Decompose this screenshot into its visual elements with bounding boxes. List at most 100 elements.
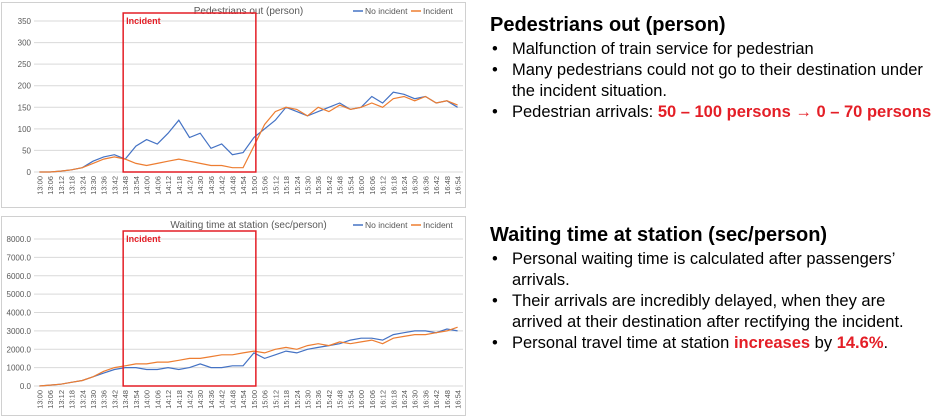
pedestrians-out-panel: Pedestrians out (person) Malfunction of … xyxy=(490,14,935,123)
x-tick-label: 16:18 xyxy=(389,176,398,195)
x-tick-label: 13:18 xyxy=(68,176,77,195)
x-tick-label: 14:12 xyxy=(164,176,173,195)
x-tick-label: 16:54 xyxy=(454,390,463,409)
x-tick-label: 15:36 xyxy=(314,176,323,195)
increase-prefix: Personal travel time at station xyxy=(512,334,734,352)
bullet-arrivals: Pedestrian arrivals: 50 – 100 persons → … xyxy=(490,102,935,123)
x-tick-label: 14:30 xyxy=(196,390,205,409)
y-tick-label: 2000.0 xyxy=(7,345,32,354)
x-tick-label: 14:54 xyxy=(239,176,248,195)
x-tick-label: 16:48 xyxy=(443,390,452,409)
x-tick-label: 16:06 xyxy=(368,176,377,195)
waiting-time-bullets: Personal waiting time is calculated afte… xyxy=(490,249,935,354)
y-tick-label: 1000.0 xyxy=(7,364,32,373)
bullet-malfunction: Malfunction of train service for pedestr… xyxy=(490,39,935,60)
legend-label-incident: Incident xyxy=(423,6,453,16)
x-tick-label: 13:24 xyxy=(78,390,87,409)
x-tick-label: 13:48 xyxy=(121,390,130,409)
legend-label-no-incident: No incident xyxy=(365,6,408,16)
waiting-time-panel: Waiting time at station (sec/person) Per… xyxy=(490,224,935,354)
incident-label: Incident xyxy=(126,234,161,244)
chart-title: Pedestrians out (person) xyxy=(194,6,304,17)
increase-mid: by xyxy=(810,334,837,352)
x-tick-label: 13:36 xyxy=(100,390,109,409)
x-tick-label: 15:00 xyxy=(250,390,259,409)
x-tick-label: 14:48 xyxy=(228,390,237,409)
pedestrians-out-chart-svg: Pedestrians out (person) 0 50 100 150 200 250 3… xyxy=(18,6,463,195)
y-tick-label: 0 xyxy=(27,168,32,177)
x-tick-label: 15:00 xyxy=(250,176,259,195)
x-tick-label: 16:06 xyxy=(368,390,377,409)
bullet-calculated: Personal waiting time is calculated afte… xyxy=(490,249,935,291)
arrivals-prefix: Pedestrian arrivals: xyxy=(512,103,658,121)
chart-title: Waiting time at station (sec/person) xyxy=(170,220,326,231)
x-tick-label: 13:18 xyxy=(68,390,77,409)
x-tick-label: 15:54 xyxy=(346,390,355,409)
x-tick-label: 14:42 xyxy=(218,176,227,195)
x-tick-label: 14:24 xyxy=(186,176,195,195)
x-tick-label: 14:36 xyxy=(207,176,216,195)
y-tick-label: 50 xyxy=(22,146,31,155)
x-tick-label: 14:06 xyxy=(153,390,162,409)
x-tick-label: 16:54 xyxy=(454,176,463,195)
x-tick-label: 15:42 xyxy=(325,176,334,195)
x-tick-label: 13:06 xyxy=(46,390,55,409)
x-tick-label: 15:48 xyxy=(336,176,345,195)
x-tick-label: 16:24 xyxy=(400,176,409,195)
bullet-increase: Personal travel time at station increase… xyxy=(490,333,935,354)
x-tick-label: 13:12 xyxy=(57,390,66,409)
x-tick-label: 16:30 xyxy=(411,390,420,409)
series-line-incident xyxy=(39,326,458,387)
x-tick-label: 13:00 xyxy=(35,390,44,409)
increase-highlight-word: increases xyxy=(733,334,811,352)
x-tick-label: 15:48 xyxy=(336,390,345,409)
x-tick-label: 15:54 xyxy=(346,176,355,195)
bullet-destination: Many pedestrians could not go to their d… xyxy=(490,60,935,102)
x-tick-label: 15:12 xyxy=(271,176,280,195)
legend-label-no-incident: No incident xyxy=(365,220,408,230)
x-tick-label: 13:24 xyxy=(78,176,87,195)
x-tick-label: 13:54 xyxy=(132,176,141,195)
increase-suffix: . xyxy=(883,334,889,352)
pedestrians-out-heading: Pedestrians out (person) xyxy=(490,14,726,36)
x-tick-label: 14:00 xyxy=(143,390,152,409)
bullet-delayed: Their arrivals are incredibly delayed, w… xyxy=(490,291,935,333)
x-tick-label: 13:48 xyxy=(121,176,130,195)
x-tick-label: 16:12 xyxy=(379,390,388,409)
x-tick-label: 13:42 xyxy=(110,390,119,409)
y-tick-label: 200 xyxy=(18,82,32,91)
pedestrians-out-chart: Pedestrians out (person) 0 50 100 150 200 250 3… xyxy=(1,2,466,208)
x-tick-label: 15:06 xyxy=(261,390,270,409)
y-tick-label: 4000.0 xyxy=(7,309,32,318)
x-tick-label: 14:18 xyxy=(175,176,184,195)
waiting-time-heading: Waiting time at station (sec/person) xyxy=(490,224,828,246)
x-tick-label: 13:30 xyxy=(89,176,98,195)
increase-highlight-percent: 14.6% xyxy=(836,334,884,352)
series-line-incident xyxy=(39,95,458,173)
x-tick-label: 15:12 xyxy=(271,390,280,409)
x-tick-label: 14:36 xyxy=(207,390,216,409)
x-tick-label: 15:06 xyxy=(261,176,270,195)
x-tick-label: 16:00 xyxy=(357,176,366,195)
y-tick-label: 6000.0 xyxy=(7,272,32,281)
y-tick-label: 350 xyxy=(18,17,32,26)
x-tick-label: 16:24 xyxy=(400,390,409,409)
x-tick-label: 16:00 xyxy=(357,390,366,409)
x-tick-label: 13:06 xyxy=(46,176,55,195)
y-tick-label: 300 xyxy=(18,39,32,48)
x-tick-label: 14:06 xyxy=(153,176,162,195)
x-tick-label: 16:42 xyxy=(432,176,441,195)
y-tick-label: 0.0 xyxy=(20,382,32,391)
x-tick-label: 13:36 xyxy=(100,176,109,195)
waiting-time-chart: Waiting time at station (sec/person) 0.0 1… xyxy=(1,216,466,416)
pedestrians-out-bullets: Malfunction of train service for pedestr… xyxy=(490,39,935,123)
x-tick-label: 16:48 xyxy=(443,176,452,195)
x-tick-label: 15:24 xyxy=(293,176,302,195)
x-tick-label: 13:54 xyxy=(132,390,141,409)
x-tick-label: 13:00 xyxy=(35,176,44,195)
x-tick-label: 15:18 xyxy=(282,390,291,409)
x-tick-label: 16:42 xyxy=(432,390,441,409)
x-tick-label: 16:36 xyxy=(421,176,430,195)
incident-label: Incident xyxy=(126,16,161,26)
x-tick-label: 14:12 xyxy=(164,390,173,409)
